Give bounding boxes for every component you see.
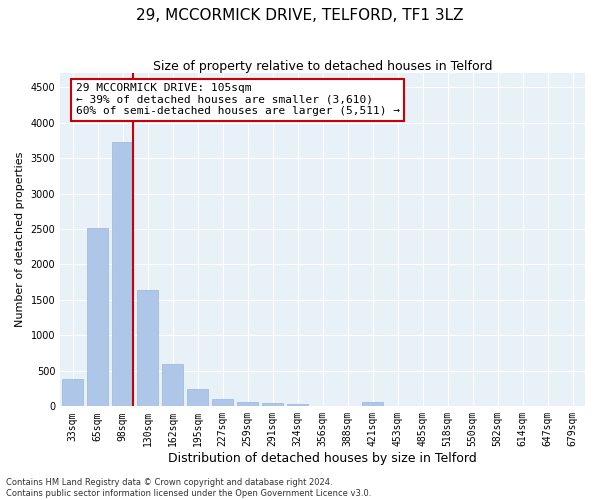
Bar bbox=[112, 142, 133, 406]
Bar bbox=[212, 399, 233, 406]
Bar bbox=[237, 402, 258, 406]
Text: Contains HM Land Registry data © Crown copyright and database right 2024.
Contai: Contains HM Land Registry data © Crown c… bbox=[6, 478, 371, 498]
Text: 29, MCCORMICK DRIVE, TELFORD, TF1 3LZ: 29, MCCORMICK DRIVE, TELFORD, TF1 3LZ bbox=[136, 8, 464, 22]
Title: Size of property relative to detached houses in Telford: Size of property relative to detached ho… bbox=[153, 60, 493, 73]
Text: 29 MCCORMICK DRIVE: 105sqm
← 39% of detached houses are smaller (3,610)
60% of s: 29 MCCORMICK DRIVE: 105sqm ← 39% of deta… bbox=[76, 83, 400, 116]
Bar bbox=[187, 389, 208, 406]
X-axis label: Distribution of detached houses by size in Telford: Distribution of detached houses by size … bbox=[168, 452, 477, 465]
Bar bbox=[287, 404, 308, 406]
Y-axis label: Number of detached properties: Number of detached properties bbox=[15, 152, 25, 328]
Bar bbox=[162, 364, 183, 406]
Bar bbox=[87, 228, 108, 406]
Bar bbox=[362, 402, 383, 406]
Bar bbox=[262, 404, 283, 406]
Bar bbox=[62, 380, 83, 406]
Bar bbox=[137, 290, 158, 406]
